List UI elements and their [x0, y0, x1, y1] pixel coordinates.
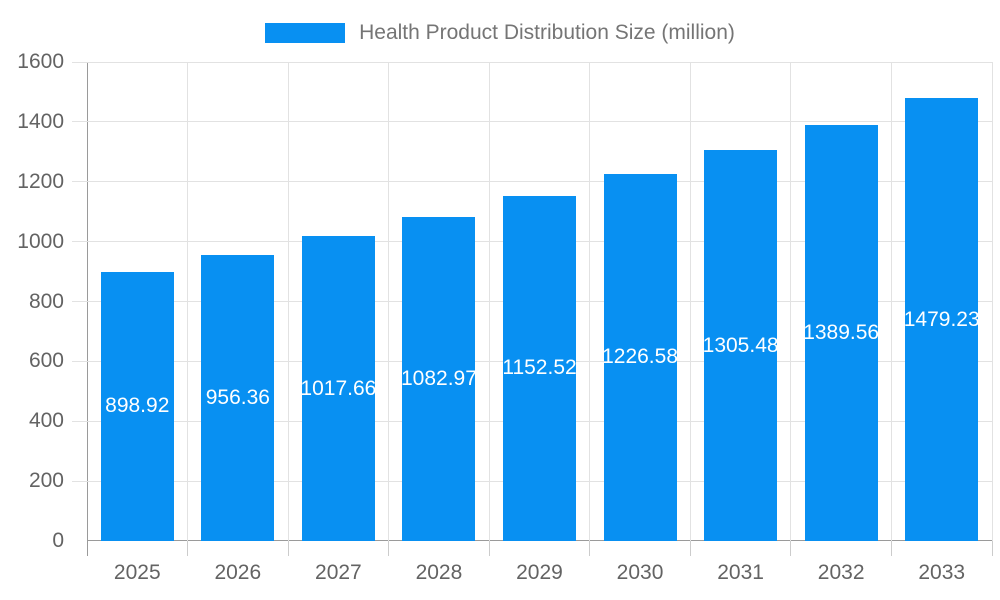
legend-swatch: [265, 23, 346, 43]
y-tick-label: 400: [28, 409, 64, 433]
gridline-horizontal: [72, 181, 992, 183]
bar-value-label: 1389.56: [804, 321, 878, 344]
y-tick-label: 1600: [17, 50, 64, 73]
gridline-vertical: [991, 62, 993, 541]
x-axis-tick: [790, 541, 792, 556]
bar-value-label: 1305.48: [704, 333, 778, 357]
x-tick-label-2030: 2030: [616, 561, 664, 584]
y-tick-label: 1200: [17, 169, 64, 193]
x-axis-tick: [187, 541, 189, 556]
legend[interactable]: Health Product Distribution Size (millio…: [0, 21, 1000, 45]
bar-2027[interactable]: 1017.66: [301, 236, 375, 541]
y-axis-line: [87, 62, 88, 556]
x-tick-label-2031: 2031: [717, 561, 764, 584]
bar-value-label: 1479.23: [905, 307, 979, 331]
bar-2028[interactable]: 1082.97: [402, 216, 476, 541]
gridline-horizontal: [72, 61, 992, 63]
legend-series-label: Health Product Distribution Size (millio…: [359, 21, 735, 44]
bar-2025[interactable]: 898.92: [100, 271, 174, 541]
y-tick-label: 0: [52, 529, 64, 552]
gridline-horizontal: [72, 121, 992, 123]
x-axis-tick: [488, 541, 490, 556]
x-tick-label-2027: 2027: [315, 561, 362, 584]
bar-2031[interactable]: 1305.48: [704, 150, 778, 541]
gridline-vertical: [287, 62, 289, 541]
bar-2032[interactable]: 1389.56: [804, 125, 878, 541]
bar-value-label: 1152.52: [503, 356, 576, 380]
bar-value-label: 1226.58: [603, 345, 677, 369]
bar-2029[interactable]: 1152.52: [503, 195, 576, 541]
gridline-vertical: [689, 62, 691, 541]
bar-2030[interactable]: 1226.58: [603, 173, 677, 541]
bar-value-label: 898.92: [105, 394, 170, 418]
bar-value-label: 1017.66: [301, 376, 375, 400]
y-tick-label: 800: [28, 289, 64, 313]
x-tick-label-2033: 2033: [918, 561, 966, 584]
y-tick-label: 1400: [17, 109, 64, 133]
x-axis-tick: [689, 541, 691, 556]
x-tick-label-2029: 2029: [516, 561, 563, 584]
x-axis-tick: [287, 541, 289, 556]
x-axis-tick: [388, 541, 390, 556]
chart-plot-area: 0 200 400 600 800 1000 1200 1400 1600 898.92 2025 9…: [17, 50, 993, 584]
y-tick-label: 1000: [17, 229, 64, 253]
bar-value-label: 1082.97: [402, 366, 476, 390]
x-tick-label-2028: 2028: [415, 561, 463, 584]
bar-value-label: 956.36: [205, 385, 270, 409]
bar-2033[interactable]: 1479.23: [905, 98, 979, 541]
x-tick-label-2026: 2026: [214, 561, 262, 584]
y-tick-label: 600: [28, 349, 64, 373]
x-tick-label-2025: 2025: [113, 561, 161, 584]
x-tick-label-2032: 2032: [817, 561, 865, 584]
gridline-vertical: [790, 62, 792, 541]
x-axis-tick: [890, 541, 892, 556]
bar-2026[interactable]: 956.36: [201, 254, 275, 541]
gridline-vertical: [187, 62, 189, 541]
gridline-vertical: [388, 62, 390, 541]
y-tick-label: 200: [28, 469, 64, 493]
x-axis-tick: [589, 541, 591, 556]
gridline-vertical: [890, 62, 892, 541]
gridline-vertical: [488, 62, 490, 541]
x-axis-tick: [991, 541, 993, 556]
gridline-vertical: [589, 62, 591, 541]
